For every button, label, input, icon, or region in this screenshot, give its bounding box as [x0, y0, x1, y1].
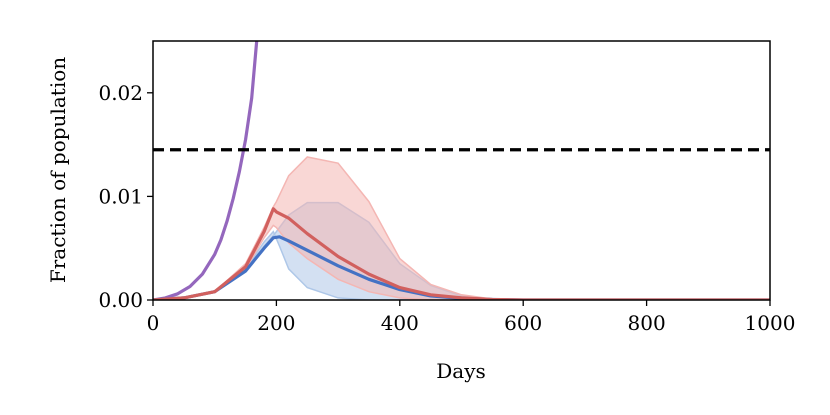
- confidence-bands: [153, 156, 770, 300]
- series-line-blue-scenario: [153, 235, 770, 300]
- y-axis-ticks: 0.00 0.01 0.02: [98, 81, 153, 312]
- x-tick-label: 0: [147, 311, 160, 335]
- x-tick-label: 200: [257, 311, 295, 335]
- y-axis-label: Fraction of population: [46, 57, 70, 283]
- y-tick-label: 0.02: [98, 81, 143, 105]
- x-tick-label: 1000: [745, 311, 796, 335]
- x-axis-ticks: 0 200 400 600 800 1000: [147, 300, 796, 335]
- x-axis-label: Days: [436, 359, 486, 383]
- band-red-scenario: [153, 156, 770, 300]
- y-tick-label: 0.01: [98, 184, 143, 208]
- y-tick-label: 0.00: [98, 288, 143, 312]
- series-line-unmitigated: [153, 41, 259, 300]
- band-blue-scenario: [153, 201, 770, 300]
- x-tick-label: 800: [628, 311, 666, 335]
- x-tick-label: 400: [381, 311, 419, 335]
- x-tick-label: 600: [504, 311, 542, 335]
- plot-frame: [152, 40, 771, 301]
- series-line-red-scenario: [153, 207, 770, 300]
- series-lines: [153, 41, 770, 300]
